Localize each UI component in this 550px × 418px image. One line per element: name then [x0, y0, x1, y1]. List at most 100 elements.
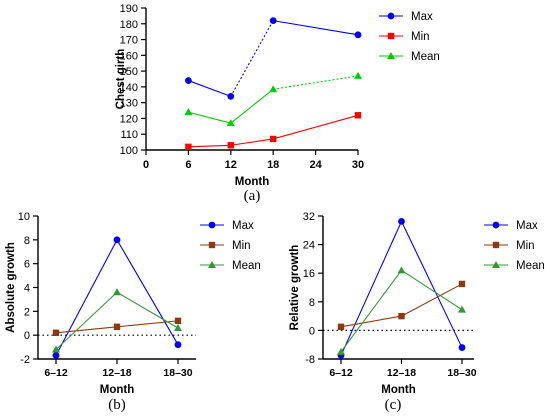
- legend-marker: [492, 261, 500, 268]
- data-point: [337, 347, 345, 355]
- data-point: [113, 236, 121, 244]
- legend-item-max: Max: [379, 11, 433, 23]
- chart-panel-2: -2 0 2 4 6 8 10 6–12 12–18 18–30 Month Absolute gro…: [5, 211, 261, 413]
- series-line-segment: [116, 291, 179, 329]
- series-line-segment: [340, 315, 402, 328]
- data-point: [226, 119, 235, 127]
- series-line-segment: [55, 291, 118, 350]
- x-axis-label: Month: [235, 176, 269, 188]
- series-line-segment: [340, 270, 402, 353]
- series-line-segment: [230, 88, 274, 124]
- legend-label: Min: [516, 240, 535, 252]
- y-tick-label: 8: [309, 297, 315, 309]
- legend-item-min: Min: [200, 240, 251, 252]
- legend-item-max: Max: [200, 220, 254, 232]
- x-tick-label: 12–18: [102, 367, 131, 379]
- series-max: [52, 236, 182, 359]
- y-tick-label: 180: [120, 19, 138, 31]
- y-tick-label: 170: [120, 35, 138, 47]
- series-line-segment: [188, 111, 231, 124]
- data-point: [354, 71, 362, 79]
- y-tick-label: -2: [20, 354, 30, 366]
- series-max: [185, 17, 362, 100]
- series-mean: [52, 288, 182, 353]
- y-tick-label: 4: [24, 283, 30, 295]
- data-point: [52, 329, 60, 336]
- series-line-segment: [273, 20, 359, 36]
- x-tick-label: 12–18: [387, 367, 416, 379]
- x-tick-label: 0: [143, 159, 149, 171]
- legend-marker: [492, 221, 500, 229]
- x-tick-label: 12: [225, 159, 237, 171]
- series-min: [185, 112, 362, 151]
- y-tick-label: 10: [18, 211, 30, 223]
- series-line-segment: [188, 144, 231, 148]
- y-tick-label: 0: [309, 325, 315, 337]
- x-tick-label: 18–30: [163, 367, 192, 379]
- data-point: [174, 317, 182, 325]
- legend-item-mean: Mean: [379, 51, 440, 63]
- x-axis-label: Month: [381, 384, 415, 396]
- panel-caption: (c): [385, 397, 402, 413]
- series-min: [337, 280, 466, 331]
- y-tick-label: 110: [120, 129, 138, 141]
- legend: Max Min Mean: [379, 11, 440, 63]
- y-tick-label: 130: [120, 98, 138, 110]
- data-point: [174, 324, 182, 332]
- legend-item-max: Max: [484, 220, 538, 232]
- data-point: [337, 323, 345, 331]
- series-line-segment: [273, 114, 359, 140]
- x-tick-label: 6–12: [329, 367, 353, 379]
- x-tick-label: 18: [267, 159, 279, 171]
- series-line-segment: [188, 80, 231, 97]
- y-tick-label: 160: [120, 50, 138, 62]
- series-line-segment: [273, 75, 359, 90]
- y-tick-label: 6: [24, 259, 30, 271]
- legend-label: Min: [232, 240, 251, 252]
- y-tick-label: 16: [303, 268, 315, 280]
- data-point: [458, 305, 466, 313]
- data-point: [398, 312, 405, 320]
- legend-item-min: Min: [484, 240, 535, 252]
- data-point: [185, 143, 192, 151]
- data-point: [397, 266, 406, 274]
- y-axis-label: Chest girth: [115, 49, 127, 110]
- y-tick-label: -8: [305, 354, 315, 366]
- legend-item-mean: Mean: [200, 260, 261, 272]
- data-point: [270, 135, 277, 143]
- data-point: [227, 142, 234, 149]
- y-tick-label: 2: [24, 306, 30, 318]
- y-tick-label: 0: [24, 330, 30, 342]
- x-tick-label: 24: [309, 159, 322, 171]
- y-tick-label: 190: [120, 3, 138, 15]
- legend-marker: [387, 12, 395, 20]
- data-point: [52, 352, 60, 359]
- legend: Max Min Mean: [484, 220, 545, 272]
- legend-item-mean: Mean: [484, 260, 545, 272]
- series-line-segment: [401, 283, 463, 317]
- data-point: [458, 280, 466, 288]
- y-tick-label: 24: [303, 240, 315, 252]
- data-point: [269, 17, 277, 25]
- data-point: [269, 85, 278, 93]
- x-tick-label: 30: [352, 159, 364, 171]
- legend-label: Mean: [411, 51, 440, 63]
- chart-panel-1: 100 110 120 130 140 150 160 170 180 190 0 6 12 18 24 30…: [115, 3, 440, 204]
- chart-panel-3: -8 0 8 16 24 32 6–12 12–18 18–30 Month Relative gr…: [289, 211, 545, 413]
- series-min: [52, 317, 182, 336]
- y-tick-label: 120: [120, 113, 138, 125]
- x-tick-label: 6–12: [44, 367, 68, 379]
- legend-marker: [387, 52, 395, 59]
- legend-label: Mean: [516, 260, 545, 272]
- data-point: [354, 112, 362, 119]
- data-point: [398, 217, 405, 225]
- x-axis-label: Month: [100, 384, 134, 396]
- series-line-segment: [401, 221, 463, 348]
- legend-marker: [208, 241, 216, 249]
- data-point: [184, 108, 193, 116]
- series-max: [337, 217, 466, 359]
- series-line-segment: [230, 138, 274, 146]
- series-mean: [184, 71, 362, 127]
- data-point: [52, 345, 60, 353]
